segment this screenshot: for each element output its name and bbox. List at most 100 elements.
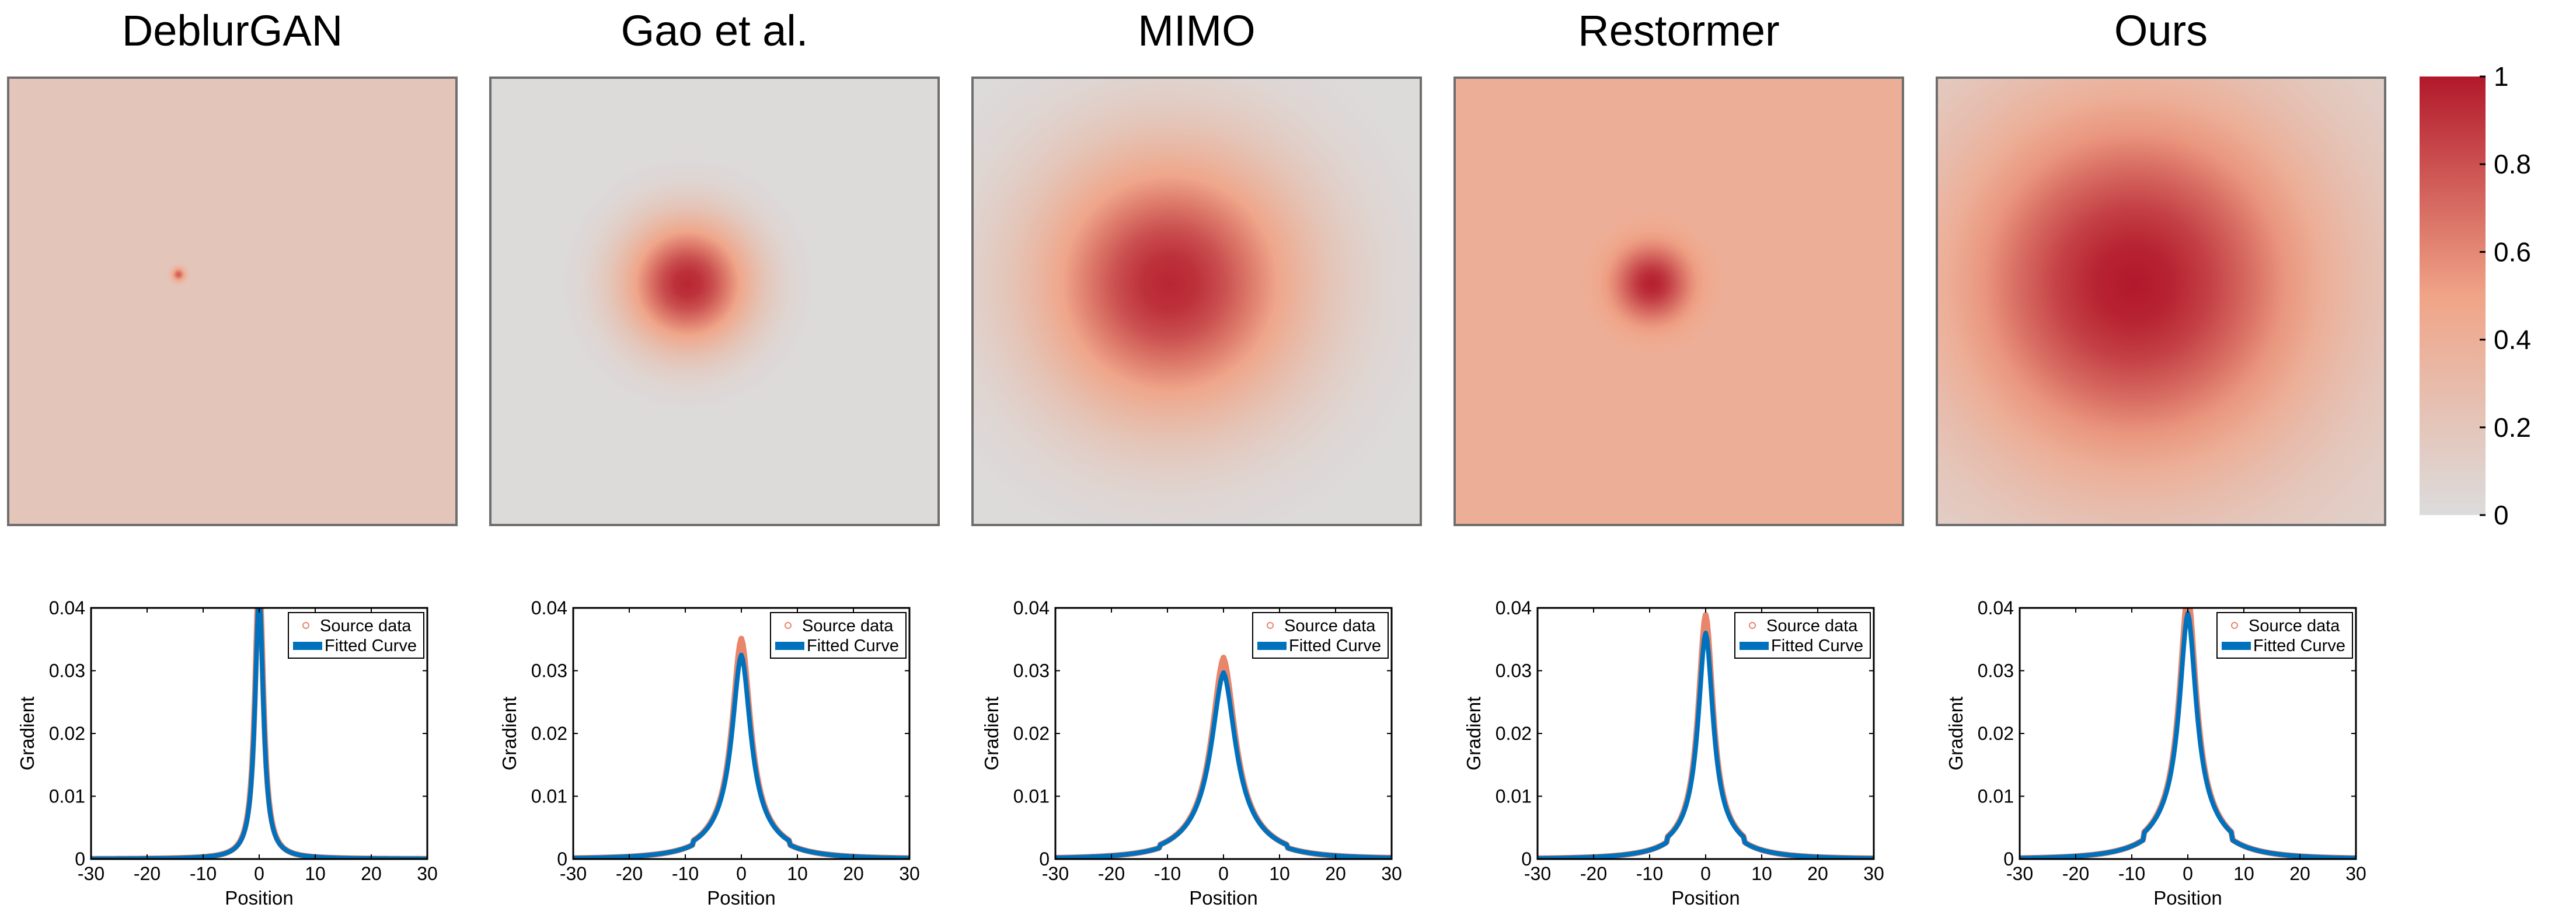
x-tick-label: 10 xyxy=(305,863,326,884)
x-axis-label: Position xyxy=(1189,887,1257,909)
y-axis-label: Gradient xyxy=(499,697,520,771)
panel-title: MIMO xyxy=(1138,6,1255,55)
heatmap-panel: Ours xyxy=(1936,6,2386,526)
x-tick-label: -30 xyxy=(560,863,587,884)
heatmap-row: DeblurGAN Gao et al. MIMO Restormer Ours xyxy=(7,6,2386,526)
colorbar-tick-label: 0 xyxy=(2494,500,2509,530)
y-tick-label: 0.01 xyxy=(531,786,567,807)
colorbar-tick-label: 0.2 xyxy=(2494,412,2531,443)
panel-title: Ours xyxy=(2114,6,2208,55)
gradient-profile-plot: -30 -20 -10 0 10 20 30 0 0.01 0.02 0.03 0.04 Positio… xyxy=(16,597,438,909)
x-tick-label: 30 xyxy=(899,863,920,884)
y-tick-label: 0.04 xyxy=(49,597,85,618)
x-axis-label: Position xyxy=(225,887,293,909)
colorbar-tick-label: 0.8 xyxy=(2494,149,2531,179)
legend-box xyxy=(1734,612,1871,659)
heatmap-intensity xyxy=(490,78,939,525)
colorbar: 0 0.2 0.4 0.6 0.8 1 xyxy=(2420,61,2531,530)
y-axis-label: Gradient xyxy=(981,697,1002,771)
y-tick-label: 0.03 xyxy=(1013,660,1050,681)
y-tick-label: 0 xyxy=(557,849,567,870)
legend-label: Source data xyxy=(1284,617,1376,635)
x-tick-label: -20 xyxy=(2062,863,2089,884)
legend-label: Fitted Curve xyxy=(1771,637,1863,655)
x-tick-label: -20 xyxy=(616,863,643,884)
x-axis-label: Position xyxy=(1671,887,1740,909)
legend: Source data Fitted Curve xyxy=(1252,612,1389,659)
colorbar-tick-label: 0.6 xyxy=(2494,237,2531,267)
y-tick-label: 0.01 xyxy=(1978,786,2014,807)
x-tick-label: -10 xyxy=(1636,863,1663,884)
x-tick-label: 30 xyxy=(1863,863,1884,884)
legend-label: Fitted Curve xyxy=(1289,637,1381,655)
colorbar-tick-label: 1 xyxy=(2494,61,2509,92)
y-tick-label: 0 xyxy=(1521,849,1532,870)
legend: Source data Fitted Curve xyxy=(770,612,907,659)
legend-swatch-fitted xyxy=(293,642,322,650)
gradient-profile-plot: -30 -20 -10 0 10 20 30 0 0.01 0.02 0.03 0.04 Positio… xyxy=(981,597,1402,909)
x-tick-label: 10 xyxy=(1751,863,1772,884)
panel-title: Gao et al. xyxy=(621,6,808,55)
x-tick-label: 20 xyxy=(1807,863,1828,884)
legend-marker-source xyxy=(2231,622,2238,629)
x-tick-label: 0 xyxy=(1218,863,1229,884)
y-axis-label: Gradient xyxy=(1463,697,1484,771)
x-tick-label: -10 xyxy=(190,863,217,884)
colorbar-tick-label: 0.4 xyxy=(2494,325,2531,355)
x-tick-label: 30 xyxy=(417,863,438,884)
y-tick-label: 0.04 xyxy=(1496,597,1532,618)
y-tick-label: 0.01 xyxy=(1496,786,1532,807)
legend-swatch-fitted xyxy=(1740,642,1769,650)
panel-title: Restormer xyxy=(1578,6,1779,55)
y-axis-label: Gradient xyxy=(1945,697,1967,771)
legend-marker-source xyxy=(785,622,792,629)
y-tick-label: 0.02 xyxy=(49,723,85,744)
y-tick-label: 0.04 xyxy=(1978,597,2014,618)
heatmap-frame xyxy=(1453,77,1904,526)
y-tick-label: 0.03 xyxy=(1978,660,2014,681)
x-tick-label: 0 xyxy=(2183,863,2193,884)
legend-box xyxy=(1252,612,1389,659)
legend: Source data Fitted Curve xyxy=(1734,612,1871,659)
heatmap-intensity xyxy=(8,78,456,525)
x-tick-label: 10 xyxy=(787,863,808,884)
heatmap-intensity xyxy=(1937,78,2385,525)
heatmap-frame xyxy=(1936,77,2386,526)
x-tick-label: -20 xyxy=(134,863,161,884)
x-tick-label: 0 xyxy=(736,863,747,884)
legend-swatch-fitted xyxy=(2222,642,2251,650)
y-tick-label: 0 xyxy=(2003,849,2014,870)
heatmap-panel: Gao et al. xyxy=(489,6,940,526)
x-axis-label: Position xyxy=(2153,887,2222,909)
x-tick-label: -10 xyxy=(1154,863,1181,884)
x-tick-label: 20 xyxy=(2289,863,2310,884)
y-tick-label: 0.02 xyxy=(1978,723,2014,744)
panel-title: DeblurGAN xyxy=(122,6,343,55)
legend-label: Fitted Curve xyxy=(2253,637,2345,655)
colorbar-scale xyxy=(2420,77,2486,515)
y-tick-label: 0.01 xyxy=(49,786,85,807)
legend: Source data Fitted Curve xyxy=(2216,612,2353,659)
legend-box xyxy=(288,612,424,659)
heatmap-panel: MIMO xyxy=(971,6,1422,526)
gradient-profile-plot: -30 -20 -10 0 10 20 30 0 0.01 0.02 0.03 0.04 Positio… xyxy=(1945,597,2366,909)
legend-marker-source xyxy=(1267,622,1274,629)
gradient-profile-plot: -30 -20 -10 0 10 20 30 0 0.01 0.02 0.03 0.04 Positio… xyxy=(1463,597,1884,909)
y-tick-label: 0.04 xyxy=(1013,597,1050,618)
x-axis-label: Position xyxy=(707,887,775,909)
x-tick-label: 10 xyxy=(1269,863,1290,884)
legend-marker-source xyxy=(302,622,309,629)
x-tick-label: 20 xyxy=(361,863,382,884)
heatmap-frame xyxy=(7,77,458,526)
x-tick-label: -10 xyxy=(672,863,699,884)
y-tick-label: 0.02 xyxy=(1013,723,1050,744)
legend-label: Source data xyxy=(802,617,894,635)
x-tick-label: -30 xyxy=(78,863,104,884)
x-tick-label: 20 xyxy=(1325,863,1346,884)
x-tick-label: 30 xyxy=(2345,863,2366,884)
x-tick-label: 30 xyxy=(1381,863,1402,884)
heatmap-panel: DeblurGAN xyxy=(7,6,458,526)
heatmap-intensity xyxy=(972,78,1421,525)
x-tick-label: -20 xyxy=(1098,863,1125,884)
